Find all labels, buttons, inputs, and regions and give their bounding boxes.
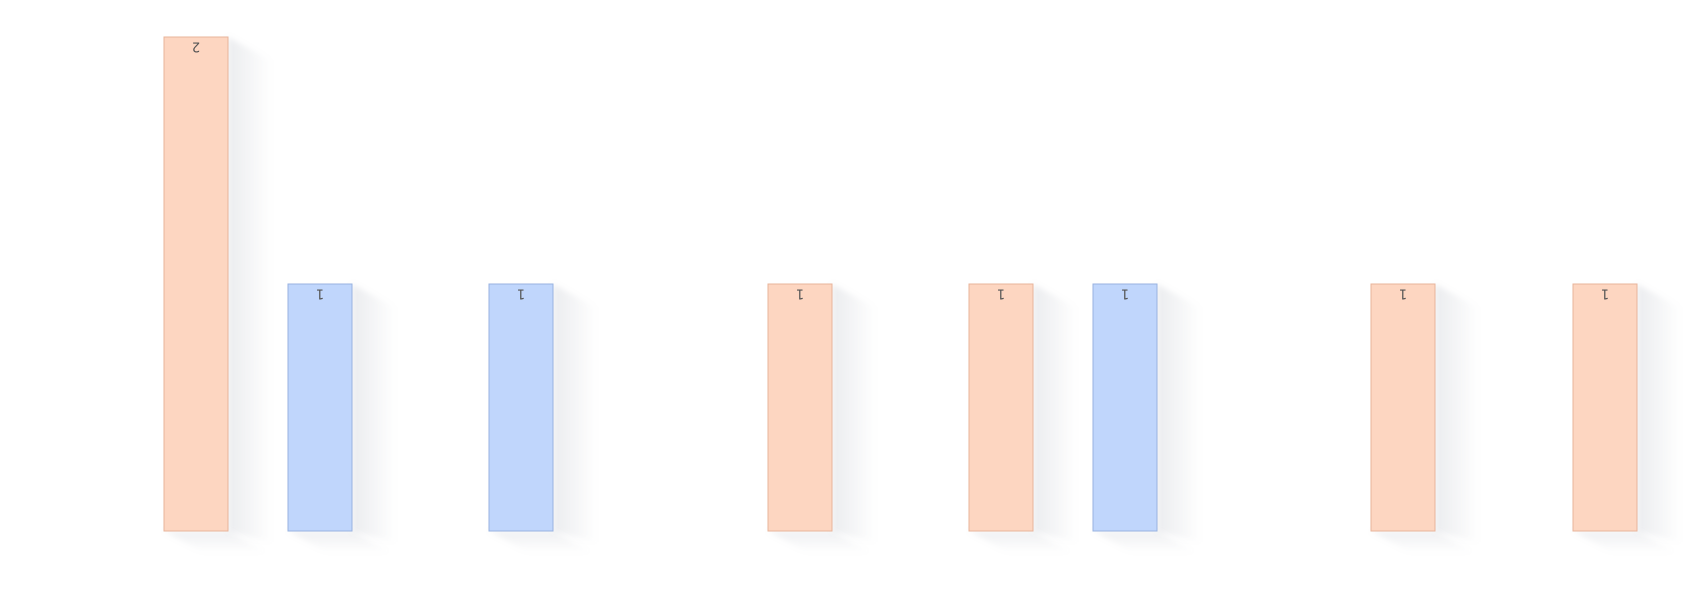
bar [968,283,1034,532]
data-label: 1 [517,286,525,301]
bar [287,283,353,532]
bar [1092,283,1158,532]
bar-shadow-right [832,284,876,543]
data-label: 1 [1121,286,1129,301]
bar-shadow-bottom [768,531,872,553]
bar-shadow-right [1157,284,1201,543]
bar-shadow-bottom [489,531,593,553]
bar-shadow-bottom [1093,531,1197,553]
bar-shadows [164,37,1681,553]
bar-shadow-right [553,284,597,543]
bar [163,36,229,532]
data-label: 1 [1399,286,1407,301]
bar-shadow-bottom [288,531,392,553]
bar-shadow-right [228,37,272,543]
data-label: 2 [192,39,200,54]
bar-shadow-bottom [1573,531,1677,553]
bar [1370,283,1436,532]
bar-shadow-bottom [969,531,1073,553]
bar-shadow-bottom [1371,531,1475,553]
bar-shadow-right [352,284,396,543]
bar-shadow-right [1033,284,1077,543]
bar [488,283,554,532]
bar-shadow-right [1435,284,1479,543]
data-label: 1 [997,286,1005,301]
bars [163,36,1638,532]
data-label: 1 [316,286,324,301]
data-labels: 2 1 1 1 1 1 1 1 [192,39,1609,301]
bar [767,283,833,532]
bar [1572,283,1638,532]
data-label: 1 [796,286,804,301]
bar-shadow-right [1637,284,1681,543]
bar-shadow-bottom [164,531,268,553]
data-label: 1 [1601,286,1609,301]
